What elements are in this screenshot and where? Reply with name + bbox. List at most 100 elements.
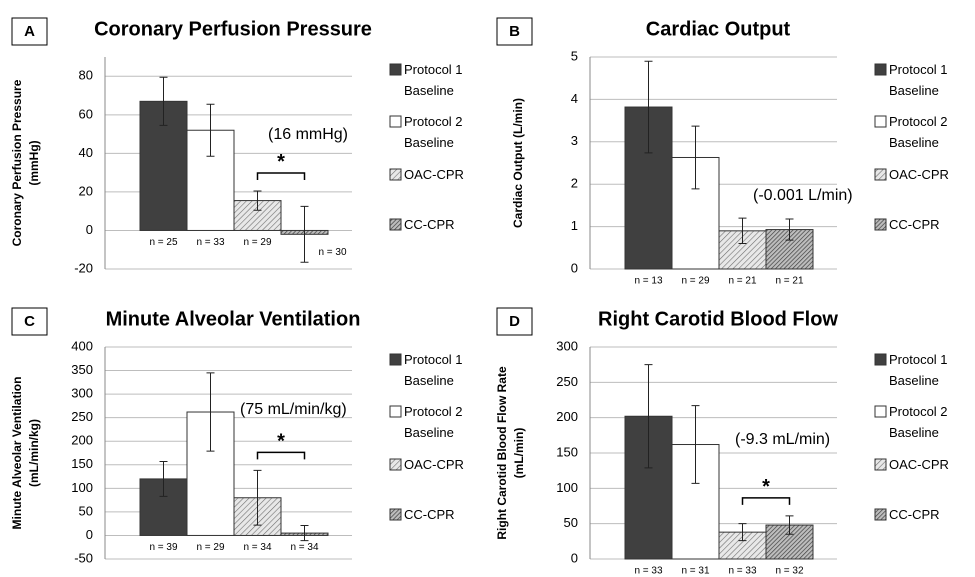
- y-tick-label: 100: [71, 480, 93, 495]
- y-tick-label: 200: [71, 433, 93, 448]
- x-tick-label: n = 25: [149, 237, 178, 248]
- panel-label-box: [11, 307, 48, 336]
- bar: [186, 129, 235, 231]
- error-bar: [691, 405, 700, 484]
- y-axis-label: Cardiac Output (L/min): [511, 98, 525, 228]
- y-tick-label: 1: [571, 218, 578, 233]
- legend-label: OAC-CPR: [404, 167, 464, 182]
- y-tick-label: 0: [86, 527, 93, 542]
- y-axis-label: (mL/min/kg): [27, 419, 41, 487]
- legend-label: Protocol 1 Baseline: [889, 352, 948, 388]
- legend-label: Protocol 1 Baseline: [404, 352, 463, 388]
- x-tick-label: n = 31: [681, 566, 710, 577]
- x-tick-label: n = 32: [775, 566, 804, 577]
- error-bar: [644, 364, 653, 469]
- chart-title: Right Carotid Blood Flow: [598, 308, 838, 330]
- x-tick-label: n = 21: [728, 276, 757, 287]
- y-tick-label: 40: [79, 145, 93, 160]
- legend-swatch: [389, 508, 402, 521]
- x-tick-label: n = 29: [196, 542, 225, 553]
- legend-label: CC-CPR: [889, 507, 940, 522]
- panel-label-box: [11, 17, 48, 46]
- error-bar: [300, 525, 309, 542]
- annotation: (75 mL/min/kg): [240, 401, 347, 418]
- x-tick-label: n = 34: [243, 542, 272, 553]
- significance-label: *: [277, 431, 285, 453]
- annotation: (-9.3 mL/min): [735, 431, 830, 448]
- legend-label: CC-CPR: [404, 217, 455, 232]
- legend-label: Protocol 1 Baseline: [404, 62, 463, 98]
- y-tick-label: 250: [556, 374, 578, 389]
- y-tick-label: 60: [79, 106, 93, 121]
- error-bar: [785, 218, 794, 241]
- error-bar: [206, 103, 215, 157]
- y-tick-label: 300: [71, 386, 93, 401]
- legend-label: CC-CPR: [889, 217, 940, 232]
- error-bar: [644, 60, 653, 154]
- x-tick-label: n = 39: [149, 542, 178, 553]
- error-bar: [738, 523, 747, 542]
- y-tick-label: 300: [556, 338, 578, 353]
- panel-label: D: [509, 313, 520, 330]
- x-tick-label: n = 33: [728, 566, 757, 577]
- significance-bracket: [741, 497, 791, 505]
- legend-swatch: [874, 405, 887, 418]
- y-tick-label: 5: [571, 48, 578, 63]
- legend-swatch: [389, 353, 402, 366]
- x-tick-label: n = 29: [681, 276, 710, 287]
- legend-swatch: [874, 168, 887, 181]
- error-bar: [785, 515, 794, 535]
- legend-swatch: [874, 458, 887, 471]
- panel-label: C: [24, 313, 35, 330]
- x-tick-label: n = 13: [634, 276, 663, 287]
- chart-title: Minute Alveolar Ventilation: [106, 308, 361, 330]
- legend-label: Protocol 2 Baseline: [889, 114, 948, 150]
- legend-swatch: [874, 353, 887, 366]
- legend-label: Protocol 2 Baseline: [889, 404, 948, 440]
- chart-title: Coronary Perfusion Pressure: [94, 18, 372, 40]
- y-tick-label: 0: [571, 550, 578, 565]
- error-bar: [253, 469, 262, 526]
- error-bar: [206, 372, 215, 452]
- significance-label: *: [277, 151, 285, 173]
- y-tick-label: 50: [79, 503, 93, 518]
- legend-swatch: [389, 63, 402, 76]
- y-tick-label: 100: [556, 480, 578, 495]
- legend-label: OAC-CPR: [889, 167, 949, 182]
- significance-bracket: [256, 451, 306, 460]
- legend-swatch: [874, 115, 887, 128]
- legend-swatch: [389, 405, 402, 418]
- chart-title: Cardiac Output: [646, 18, 791, 40]
- legend-swatch: [874, 508, 887, 521]
- panel-label: B: [509, 23, 520, 40]
- y-tick-label: -20: [74, 260, 93, 275]
- significance-bracket: [256, 172, 306, 180]
- legend-label: Protocol 2 Baseline: [404, 404, 463, 440]
- x-tick-label: n = 21: [775, 276, 804, 287]
- y-tick-label: 250: [71, 409, 93, 424]
- y-tick-label: 0: [571, 260, 578, 275]
- error-bar: [738, 217, 747, 245]
- annotation: (16 mmHg): [268, 126, 348, 143]
- y-tick-label: 2: [571, 176, 578, 191]
- y-tick-label: 200: [556, 409, 578, 424]
- legend-label: CC-CPR: [404, 507, 455, 522]
- y-axis-label: (mL/min): [512, 428, 526, 479]
- legend-label: OAC-CPR: [889, 457, 949, 472]
- y-tick-label: 400: [71, 338, 93, 353]
- y-tick-label: 350: [71, 362, 93, 377]
- panel-label: A: [24, 23, 35, 40]
- legend-swatch: [874, 218, 887, 231]
- legend-label: OAC-CPR: [404, 457, 464, 472]
- panel-label-box: [496, 17, 533, 46]
- legend-label: Protocol 1 Baseline: [889, 62, 948, 98]
- error-bar: [253, 190, 262, 211]
- x-tick-label: n = 33: [634, 566, 663, 577]
- legend-swatch: [389, 458, 402, 471]
- error-bar: [159, 460, 168, 497]
- panel-label-box: [496, 307, 533, 336]
- x-tick-label: n = 33: [196, 237, 225, 248]
- y-tick-label: 50: [564, 515, 578, 530]
